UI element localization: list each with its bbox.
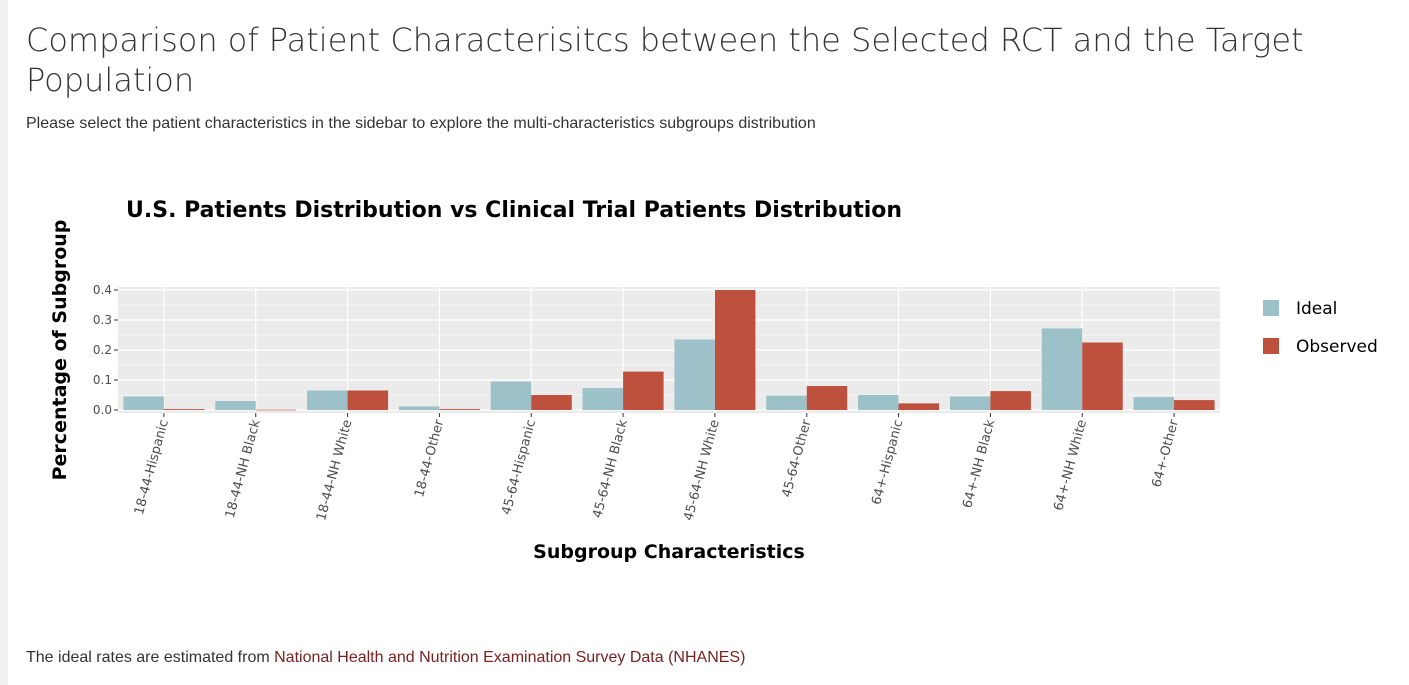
legend-swatch-ideal (1263, 300, 1279, 316)
bar-ideal (1133, 397, 1175, 410)
page-title: Comparison of Patient Characterisitcs be… (26, 21, 1304, 99)
x-tick-label: 45-64-Hispanic (499, 418, 539, 516)
y-tick-label: 0.2 (93, 343, 112, 357)
legend-label-observed: Observed (1296, 337, 1378, 357)
bar-layer (123, 290, 1215, 411)
bar-observed (623, 371, 664, 410)
x-tick-label: 64+-NH Black (960, 418, 998, 510)
bar-ideal (307, 390, 348, 410)
y-axis-label: Percentage of Subgroup (49, 220, 71, 481)
bar-observed (1082, 342, 1123, 410)
bar-observed (439, 409, 480, 410)
bar-ideal (674, 339, 715, 410)
footer-note: The ideal rates are estimated from Natio… (26, 648, 745, 668)
bar-ideal (858, 395, 899, 410)
x-tick-label: 45-64-NH White (681, 418, 722, 522)
bar-ideal (123, 396, 164, 410)
y-tick-label: 0.3 (93, 313, 112, 327)
nhanes-link[interactable]: National Health and Nutrition Examinatio… (274, 649, 746, 666)
bar-observed (347, 390, 389, 410)
legend-label-ideal: Ideal (1296, 299, 1337, 319)
x-tick-label: 18-44-Other (412, 418, 447, 500)
x-tick-label: 64+-Other (1149, 418, 1182, 490)
left-sidebar-edge (0, 0, 8, 685)
x-tick-label: 18-44-NH Black (223, 418, 264, 520)
bar-chart: U.S. Patients Distribution vs Clinical T… (49, 198, 1378, 563)
x-tick-label: 45-64-NH Black (590, 418, 631, 520)
bar-ideal (949, 396, 991, 410)
chart-title: U.S. Patients Distribution vs Clinical T… (126, 198, 902, 223)
bar-observed (531, 395, 572, 410)
bar-observed (898, 403, 940, 410)
bar-observed (806, 386, 848, 410)
bar-ideal (1041, 328, 1083, 410)
x-tick-label: 45-64-Other (779, 418, 814, 500)
y-tick-label: 0.0 (93, 403, 112, 417)
y-tick-label: 0.4 (93, 283, 112, 297)
bar-observed (990, 391, 1031, 410)
bar-observed (714, 290, 756, 410)
bar-ideal (215, 401, 256, 410)
x-tick-label: 64+-NH White (1051, 418, 1090, 512)
bar-ideal (582, 388, 624, 410)
x-tick-label: 64+-Hispanic (869, 418, 906, 506)
bar-ideal (398, 406, 440, 410)
page-subtitle: Please select the patient characteristic… (26, 115, 816, 132)
x-tick-label: 18-44-NH White (314, 418, 355, 522)
bar-ideal (766, 395, 807, 410)
legend-swatch-observed (1263, 338, 1279, 354)
legend: Ideal Observed (1263, 299, 1378, 357)
footer-text: The ideal rates are estimated from (26, 649, 275, 666)
x-axis-label: Subgroup Characteristics (533, 541, 805, 563)
bar-ideal (490, 381, 532, 410)
x-tick-label: 18-44-Hispanic (132, 418, 172, 516)
y-tick-label: 0.1 (93, 373, 112, 387)
bar-observed (255, 409, 297, 411)
bar-observed (1174, 400, 1215, 410)
bar-observed (163, 409, 205, 410)
